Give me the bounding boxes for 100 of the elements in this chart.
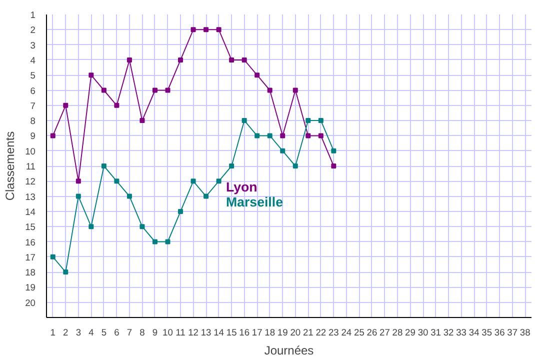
point: [126, 57, 132, 62]
y-tick-label: 17: [25, 252, 36, 262]
y-tick-label: 2: [30, 25, 36, 36]
point: [216, 27, 222, 32]
x-tick-label: 2: [63, 328, 68, 338]
x-tick-label: 14: [214, 328, 224, 338]
x-tick-label: 27: [380, 328, 390, 338]
x-tick-label: 23: [328, 328, 339, 338]
x-tick-label: 22: [316, 328, 326, 338]
x-tick-label: 38: [520, 328, 530, 338]
point: [114, 102, 120, 108]
x-tick-label: 13: [200, 328, 212, 338]
x-tick-label: 24: [341, 328, 352, 338]
x-tick-label: 5: [101, 328, 107, 338]
point: [318, 133, 324, 138]
x-tick-label: 10: [162, 328, 173, 338]
point: [76, 178, 81, 184]
y-tick-label: 9: [30, 131, 36, 142]
x-tick-label: 12: [188, 328, 198, 338]
y-tick-label: 16: [25, 237, 36, 248]
point: [63, 102, 68, 108]
point: [101, 164, 106, 168]
point: [204, 194, 209, 199]
y-tick-label: 3: [30, 40, 36, 50]
point: [165, 88, 170, 93]
y-tick-label: 5: [30, 70, 36, 81]
point: [280, 133, 286, 138]
point: [114, 178, 120, 184]
point: [242, 118, 247, 124]
x-tick-label: 31: [430, 328, 441, 338]
y-tick-label: 18: [25, 268, 36, 278]
x-tick-label: 7: [126, 328, 132, 338]
x-tick-label: 30: [418, 328, 428, 338]
point: [178, 57, 184, 62]
point: [292, 88, 298, 93]
y-axis-title: Classements: [3, 131, 18, 201]
point: [216, 178, 222, 184]
x-tick-label: 15: [226, 328, 237, 338]
point: [280, 148, 286, 154]
x-tick-label: 9: [152, 328, 158, 338]
point: [190, 27, 196, 32]
x-tick-label: 16: [239, 328, 250, 338]
point: [178, 208, 184, 214]
x-tick-label: 34: [468, 328, 480, 338]
x-axis-title: Journées: [264, 344, 314, 358]
x-tick-label: 33: [456, 328, 467, 338]
point: [318, 118, 324, 124]
point: [242, 57, 247, 62]
text: Lyon: [226, 180, 258, 195]
point: [165, 239, 170, 244]
x-tick-label: 21: [302, 328, 314, 338]
y-tick-label: 15: [25, 222, 36, 232]
x-tick-label: 6: [114, 328, 120, 338]
point: [229, 164, 234, 168]
x-tick-label: 3: [76, 328, 82, 338]
x-tick-label: 1: [50, 328, 56, 338]
point: [88, 224, 94, 230]
point: [331, 164, 336, 168]
point: [229, 57, 234, 62]
point: [76, 194, 81, 199]
x-tick-label: 29: [405, 328, 416, 338]
point: [50, 254, 56, 260]
point: [254, 133, 260, 138]
point: [331, 148, 336, 154]
x-tick-label: 20: [290, 328, 301, 338]
point: [267, 88, 272, 93]
series-label: Marseille: [226, 194, 284, 210]
x-tick-label: 26: [366, 328, 378, 338]
point: [152, 239, 158, 244]
point: [140, 118, 145, 124]
y-tick-label: 14: [25, 206, 36, 217]
y-tick-label: 11: [26, 162, 36, 172]
x-tick-label: 35: [482, 328, 492, 338]
y-tick-label: 6: [30, 86, 36, 96]
point: [152, 88, 158, 93]
x-tick-label: 8: [140, 328, 145, 338]
y-tick-label: 8: [30, 116, 36, 126]
point: [126, 194, 132, 199]
point: [63, 270, 68, 275]
y-tick-label: 10: [25, 146, 36, 156]
x-tick-label: 4: [88, 328, 94, 338]
x-tick-label: 25: [354, 328, 364, 338]
x-tick-label: 36: [494, 328, 505, 338]
point: [190, 178, 196, 184]
y-tick-label: 4: [30, 55, 36, 66]
point: [88, 72, 94, 78]
point: [292, 164, 298, 168]
point: [267, 133, 272, 138]
point: [306, 133, 311, 138]
point: [204, 27, 209, 32]
point: [101, 88, 106, 93]
x-tick-label: 11: [176, 328, 186, 338]
y-tick-label: 12: [25, 176, 36, 187]
x-tick-label: 17: [252, 328, 262, 338]
y-tick-label: 13: [25, 192, 36, 202]
y-tick-label: 20: [25, 298, 36, 308]
y-tick-label: 1: [30, 10, 36, 20]
x-tick-label: 37: [507, 328, 518, 338]
point: [306, 118, 311, 124]
x-tick-label: 28: [392, 328, 403, 338]
